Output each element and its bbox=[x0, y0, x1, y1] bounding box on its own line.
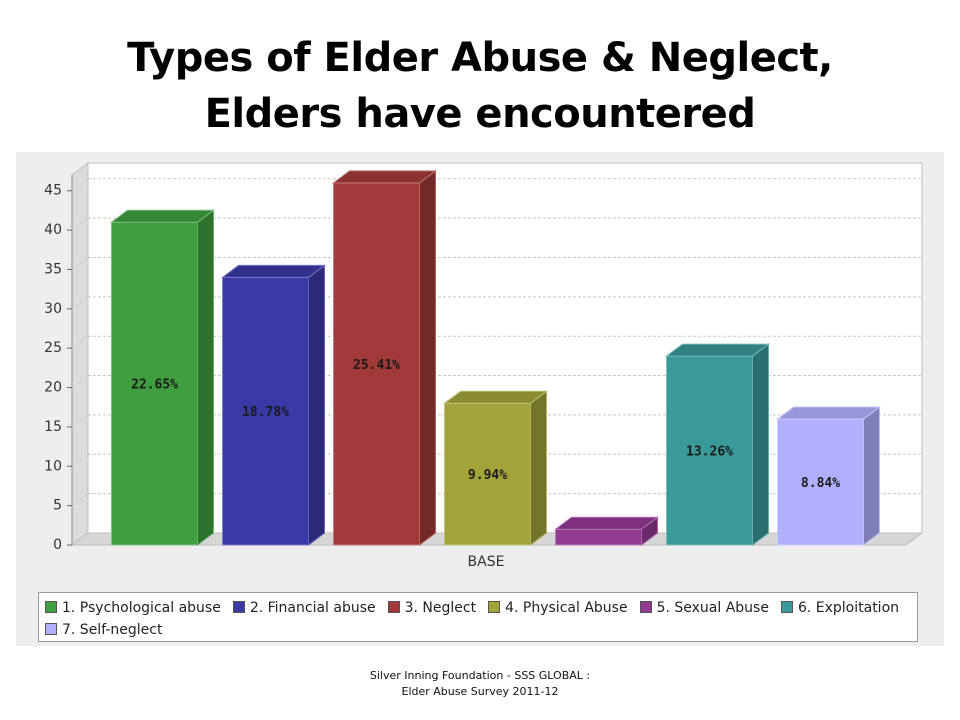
bar-data-label: 25.41% bbox=[353, 358, 400, 373]
legend-swatch bbox=[387, 601, 400, 613]
legend-swatch bbox=[232, 601, 245, 613]
y-tick-label: 35 bbox=[44, 261, 62, 277]
y-tick-label: 0 bbox=[53, 537, 62, 553]
y-tick-label: 40 bbox=[44, 222, 62, 238]
legend-swatch bbox=[488, 601, 501, 613]
legend-item-6: 6. Exploitation bbox=[780, 597, 900, 619]
legend-label: 1. Psychological abuse bbox=[62, 600, 221, 616]
title-line-2: Elders have encountered bbox=[204, 91, 756, 137]
bar-front-5 bbox=[555, 528, 642, 546]
footer-line-1: Silver Inning Foundation - SSS GLOBAL : bbox=[369, 669, 591, 682]
legend-label: 4. Physical Abuse bbox=[505, 600, 628, 616]
bar-side-3 bbox=[419, 169, 436, 546]
gridline-side bbox=[71, 453, 89, 467]
legend-swatch bbox=[639, 601, 652, 613]
x-category-label: BASE bbox=[468, 554, 505, 570]
bar-chart: 0 5 10 15 20 25 30 35 40 45 22.65% 18.78% 25.41% 9.94… bbox=[44, 162, 924, 570]
gridline-side bbox=[71, 217, 89, 231]
bar-side-7 bbox=[863, 406, 880, 546]
legend-swatch bbox=[45, 623, 57, 635]
gridline-side bbox=[71, 178, 89, 192]
y-tick-label: 15 bbox=[44, 419, 62, 435]
gridline-side bbox=[71, 335, 89, 349]
legend-item-4: 4. Physical Abuse bbox=[488, 597, 628, 619]
bar-top-4 bbox=[443, 390, 548, 404]
y-tick-label: 45 bbox=[44, 183, 62, 199]
gridline-side bbox=[71, 375, 89, 388]
legend-item-2: 2. Financial abuse bbox=[232, 597, 376, 619]
bar-side-6 bbox=[752, 343, 769, 546]
bar-front-3 bbox=[333, 182, 420, 546]
bar-data-label: 8.84% bbox=[801, 476, 840, 491]
bar-front-4 bbox=[444, 402, 531, 546]
y-tick-label: 5 bbox=[53, 498, 62, 514]
bar-side-2 bbox=[308, 264, 325, 546]
legend-label: 2. Financial abuse bbox=[249, 600, 376, 616]
legend-label: 6. Exploitation bbox=[797, 600, 900, 616]
legend-label: 5. Sexual Abuse bbox=[656, 600, 769, 616]
y-tick-label: 10 bbox=[44, 458, 62, 474]
y-tick-label: 20 bbox=[44, 380, 62, 396]
chart-title: Types of Elder Abuse & Neglect, Elders h… bbox=[0, 30, 960, 142]
bar-top-7 bbox=[775, 406, 882, 420]
legend-swatch bbox=[780, 601, 793, 613]
bar-top-2 bbox=[221, 264, 326, 278]
legend-label: 3. Neglect bbox=[404, 600, 477, 616]
bar-data-label: 9.94% bbox=[468, 468, 507, 483]
gridline-side bbox=[71, 296, 89, 310]
bar-top-3 bbox=[332, 170, 437, 184]
bar-top-1 bbox=[109, 209, 216, 223]
legend-item-1: 1. Psychological abuse bbox=[45, 597, 221, 619]
bar-front-1 bbox=[111, 221, 198, 546]
gridline-side bbox=[71, 414, 89, 428]
gridline-side bbox=[71, 493, 89, 507]
bar-front-6 bbox=[666, 355, 753, 546]
title-line-1: Types of Elder Abuse & Neglect, bbox=[127, 35, 833, 81]
legend-item-5: 5. Sexual Abuse bbox=[639, 597, 769, 619]
bar-top-5 bbox=[554, 516, 659, 530]
legend-label: 7. Self-neglect bbox=[62, 622, 163, 638]
legend-swatch bbox=[45, 601, 57, 613]
footer-credit: Silver Inning Foundation - SSS GLOBAL : … bbox=[0, 668, 960, 700]
chart-legend: 1. Psychological abuse 2. Financial abuse… bbox=[38, 592, 918, 642]
bar-front-7 bbox=[777, 418, 864, 546]
y-tick-label: 25 bbox=[44, 340, 62, 356]
gridline-side bbox=[71, 257, 89, 270]
bar-top-6 bbox=[665, 343, 770, 357]
bar-data-label: 22.65% bbox=[131, 378, 178, 393]
bar-data-label: 13.26% bbox=[686, 445, 733, 460]
legend-item-3: 3. Neglect bbox=[387, 597, 477, 619]
chart-panel: 0 5 10 15 20 25 30 35 40 45 22.65% 18.78% 25.41% 9.94… bbox=[16, 152, 944, 646]
y-tick-label: 30 bbox=[44, 301, 62, 317]
legend-item-7: 7. Self-neglect bbox=[45, 619, 162, 641]
bar-data-label: 18.78% bbox=[242, 405, 289, 420]
bar-side-4 bbox=[530, 390, 547, 546]
footer-line-2: Elder Abuse Survey 2011-12 bbox=[401, 685, 559, 698]
bar-side-1 bbox=[197, 209, 214, 546]
